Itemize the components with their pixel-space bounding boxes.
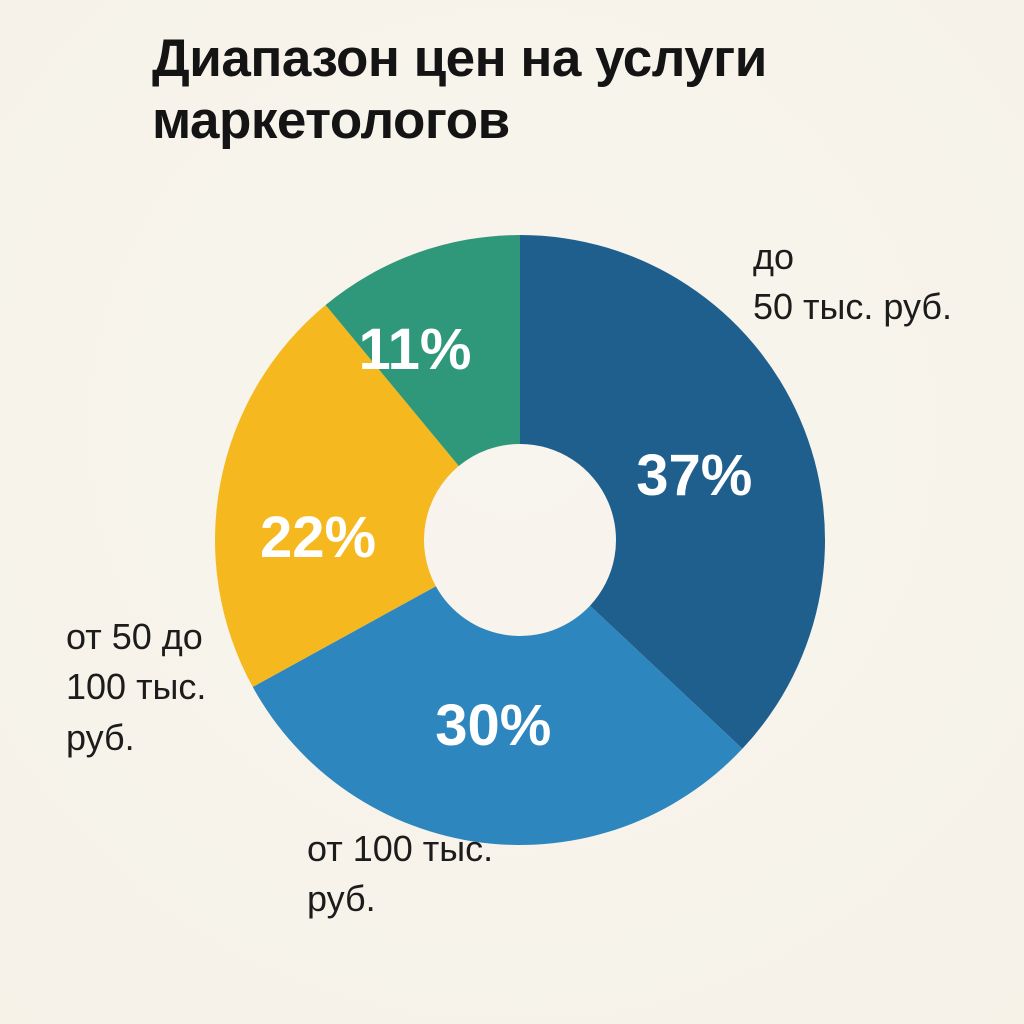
slice-percent-label-3: 11%	[359, 317, 472, 382]
chart-title: Диапазон цен на услуги маркетологов	[152, 29, 767, 150]
pie-slice-1	[252, 586, 743, 846]
callout-over-100k: от 100 тыс. руб.	[307, 828, 494, 920]
donut-svg: 37% 30% 22% 11%	[215, 235, 826, 846]
donut-chart: 37% 30% 22% 11%	[200, 220, 840, 860]
slice-percent-label-0: 37%	[636, 443, 752, 508]
pie-slice-2	[215, 304, 459, 687]
slice-percent-label-2: 22%	[260, 505, 376, 570]
callout-under-50k: до 50 тыс. руб.	[753, 236, 953, 328]
callout-50-to-100k: от 50 до 100 тыс. руб.	[66, 616, 207, 758]
pie-slice-3	[325, 235, 520, 467]
pie-slice-0	[520, 235, 826, 749]
slice-percent-label-1: 30%	[435, 693, 551, 758]
